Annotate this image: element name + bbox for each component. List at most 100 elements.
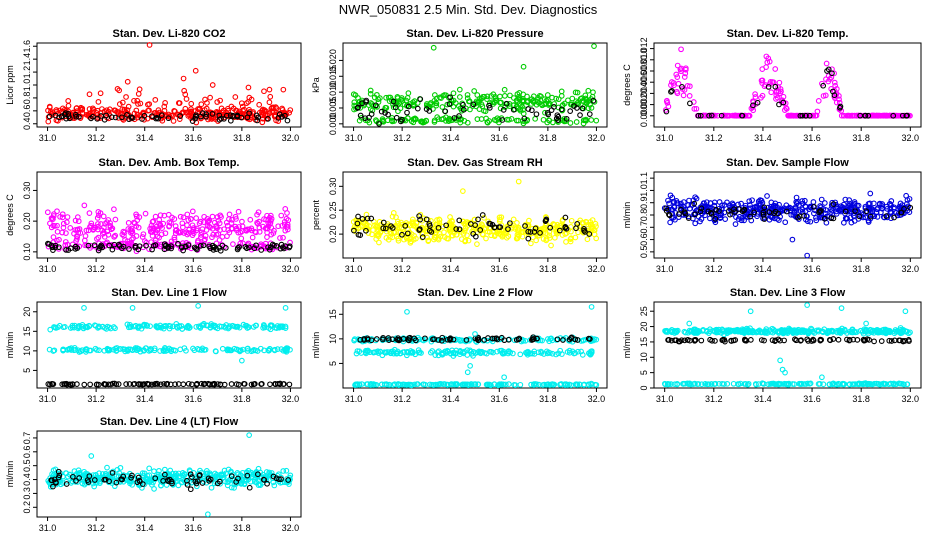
x-tick-label: 31.2: [393, 264, 411, 274]
data-point-all: [700, 200, 707, 206]
data-point-all: [765, 55, 772, 62]
data-point-all: [867, 190, 874, 197]
data-point-selected: [123, 381, 129, 387]
data-point-all: [815, 98, 822, 104]
data-point-selected: [61, 381, 67, 387]
chart-title: Stan. Dev. Li-820 Temp.: [727, 28, 849, 40]
data-point-selected: [878, 338, 885, 344]
data-point-all: [95, 221, 101, 227]
data-point-all: [149, 219, 156, 225]
data-point-selected: [161, 241, 168, 247]
data-point-all: [55, 117, 61, 124]
data-point-all: [567, 236, 574, 242]
data-point-all: [415, 349, 422, 356]
y-tick-label: 25: [639, 306, 649, 316]
data-point-all: [704, 328, 710, 334]
data-point-base: [724, 380, 731, 387]
data-point-all: [436, 217, 443, 223]
data-point-selected: [136, 381, 142, 388]
data-point-all: [758, 94, 764, 101]
data-point-all: [678, 65, 685, 72]
data-point-all: [464, 119, 471, 126]
data-point-all: [267, 212, 274, 219]
data-point-all: [753, 329, 760, 336]
chart-panel-3: Stan. Dev. Li-820 Temp.31.0 31.2 31.4 31.6 3…: [622, 28, 922, 143]
data-point-all: [874, 214, 881, 220]
data-point-all: [125, 219, 132, 226]
data-point-all: [752, 91, 758, 98]
y-tick-label: 1.2: [22, 66, 32, 79]
data-point-selected: [404, 109, 410, 116]
data-point-all: [94, 236, 100, 242]
y-axis-label: ml/min: [622, 332, 632, 359]
data-point-selected: [573, 225, 579, 232]
data-point-base: [737, 380, 744, 387]
data-point-all: [124, 321, 131, 328]
data-point-selected: [830, 201, 837, 208]
data-point-all: [359, 223, 365, 230]
data-point-all: [389, 118, 396, 125]
data-point-all: [802, 208, 809, 214]
data-point-all: [119, 99, 126, 106]
data-point-selected: [380, 225, 387, 232]
data-point-all: [60, 347, 66, 354]
data-point-all: [423, 102, 430, 109]
data-point-selected: [95, 247, 102, 254]
data-point-all: [410, 116, 417, 122]
data-point-all: [810, 199, 817, 205]
data-point-all: [214, 99, 221, 105]
x-tick-label: 31.2: [705, 394, 723, 404]
data-point-selected: [363, 97, 370, 104]
x-tick-label: 31.8: [233, 523, 251, 533]
data-point-all: [478, 348, 485, 355]
data-point-all: [553, 95, 559, 102]
data-point-selected: [407, 334, 413, 341]
data-point-selected: [691, 200, 698, 207]
data-point-selected: [572, 336, 578, 343]
data-point-selected: [871, 338, 877, 345]
data-point-all: [764, 193, 770, 199]
data-point-all: [569, 348, 576, 355]
data-point-all: [565, 97, 571, 104]
data-point-all: [161, 103, 168, 110]
data-point-selected: [438, 337, 445, 344]
data-point-selected: [865, 112, 872, 119]
data-point-all: [56, 236, 62, 243]
data-point-selected: [713, 206, 719, 213]
x-tick-label: 31.4: [754, 264, 772, 274]
data-point-selected: [510, 106, 517, 113]
data-point-all: [259, 119, 266, 126]
data-point-selected: [503, 100, 510, 107]
data-point-all: [545, 117, 552, 124]
x-tick-label: 31.0: [345, 264, 363, 274]
data-point-all: [146, 246, 152, 253]
data-point-selected: [837, 103, 844, 110]
data-point-all: [283, 345, 290, 351]
data-point-all: [780, 93, 787, 100]
data-point-all: [445, 118, 452, 124]
data-point-all: [394, 350, 401, 356]
data-point-all: [818, 196, 825, 203]
data-point-all: [507, 92, 513, 99]
data-point-all: [710, 327, 716, 334]
data-point-base: [581, 382, 587, 388]
data-point-base: [511, 382, 518, 388]
data-point-selected: [500, 106, 507, 113]
y-tick-label: 0.8: [22, 92, 32, 105]
data-point-all: [63, 219, 70, 226]
y-tick-label: 10: [639, 352, 649, 362]
data-point-all: [516, 90, 523, 96]
data-point-all: [257, 109, 263, 116]
data-point-all: [698, 216, 705, 222]
data-point-selected: [825, 66, 832, 73]
data-point-selected: [795, 214, 801, 221]
data-point-all: [429, 348, 436, 354]
data-point-all: [591, 98, 598, 105]
data-point-all: [732, 221, 739, 227]
data-point-all: [711, 216, 718, 223]
data-point-outlier: [195, 303, 201, 309]
data-point-all: [175, 100, 182, 106]
data-point-all: [793, 194, 800, 201]
data-point-all: [273, 105, 280, 112]
data-point-selected: [404, 230, 411, 237]
